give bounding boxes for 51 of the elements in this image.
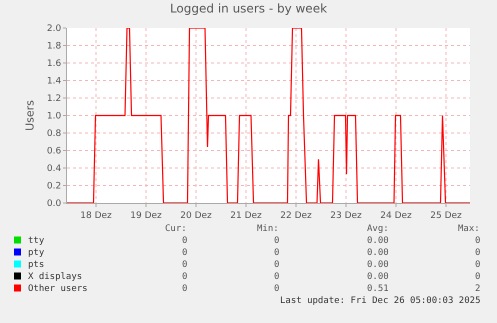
chart-title: Logged in users - by week <box>170 1 328 16</box>
y-tick-label: 1.2 <box>46 94 62 104</box>
x-tick-label: 22 Dez <box>280 210 312 221</box>
text: 0 <box>274 236 280 246</box>
text: 0.00 <box>367 248 389 258</box>
text: Cur: <box>165 224 187 234</box>
text: 0.00 <box>367 272 389 282</box>
text: 0 <box>274 284 280 294</box>
x-tick-label: 21 Dez <box>230 210 262 221</box>
x-tick-label: 23 Dez <box>330 210 362 221</box>
y-tick-label: 1.4 <box>46 76 62 87</box>
x-tick-label: 24 Dez <box>380 210 412 221</box>
legend-label: pts <box>28 260 44 270</box>
x-tick-label: 18 Dez <box>80 210 112 221</box>
text: Min: <box>257 224 279 234</box>
y-axis-title: Users <box>24 100 37 131</box>
legend-label: tty <box>28 236 45 246</box>
text: 0.00 <box>367 236 389 246</box>
x-tick-label: 19 Dez <box>130 210 162 221</box>
text: 0 <box>182 272 188 282</box>
text: Last update: Fri Dec 26 05:00:03 2025 <box>280 296 480 306</box>
y-tick-label: 0.6 <box>46 146 62 157</box>
text: 0 <box>274 260 280 270</box>
text: 0 <box>475 272 480 282</box>
text: 0.00 <box>367 260 389 270</box>
legend-label: pty <box>28 248 45 258</box>
legend-label: X displays <box>28 272 82 282</box>
text: 0 <box>182 248 188 258</box>
text: 0 <box>182 284 188 294</box>
y-tick-label: 0.2 <box>46 182 62 192</box>
text: 0 <box>182 236 188 246</box>
y-tick-label: 1.6 <box>46 59 62 70</box>
text: 0 <box>475 236 480 246</box>
text: Max: <box>458 224 480 234</box>
y-tick-label: 1.8 <box>46 42 62 52</box>
y-tick-label: 0.0 <box>46 199 62 210</box>
text: 0 <box>475 248 480 258</box>
text: 0.51 <box>367 284 389 294</box>
text: Avg: <box>367 224 389 234</box>
y-tick-label: 2.0 <box>46 24 62 34</box>
text: 0 <box>274 272 280 282</box>
x-tick-label: 20 Dez <box>180 210 212 221</box>
text: 2 <box>475 284 480 294</box>
text: 0 <box>274 248 280 258</box>
text: 0 <box>475 260 480 270</box>
legend-label: Other users <box>28 284 88 294</box>
text: 0 <box>182 260 188 270</box>
y-tick-label: 0.4 <box>46 164 62 174</box>
x-tick-label: 25 Dez <box>430 210 462 221</box>
y-tick-label: 1.0 <box>46 112 62 122</box>
y-tick-label: 0.8 <box>46 129 62 140</box>
